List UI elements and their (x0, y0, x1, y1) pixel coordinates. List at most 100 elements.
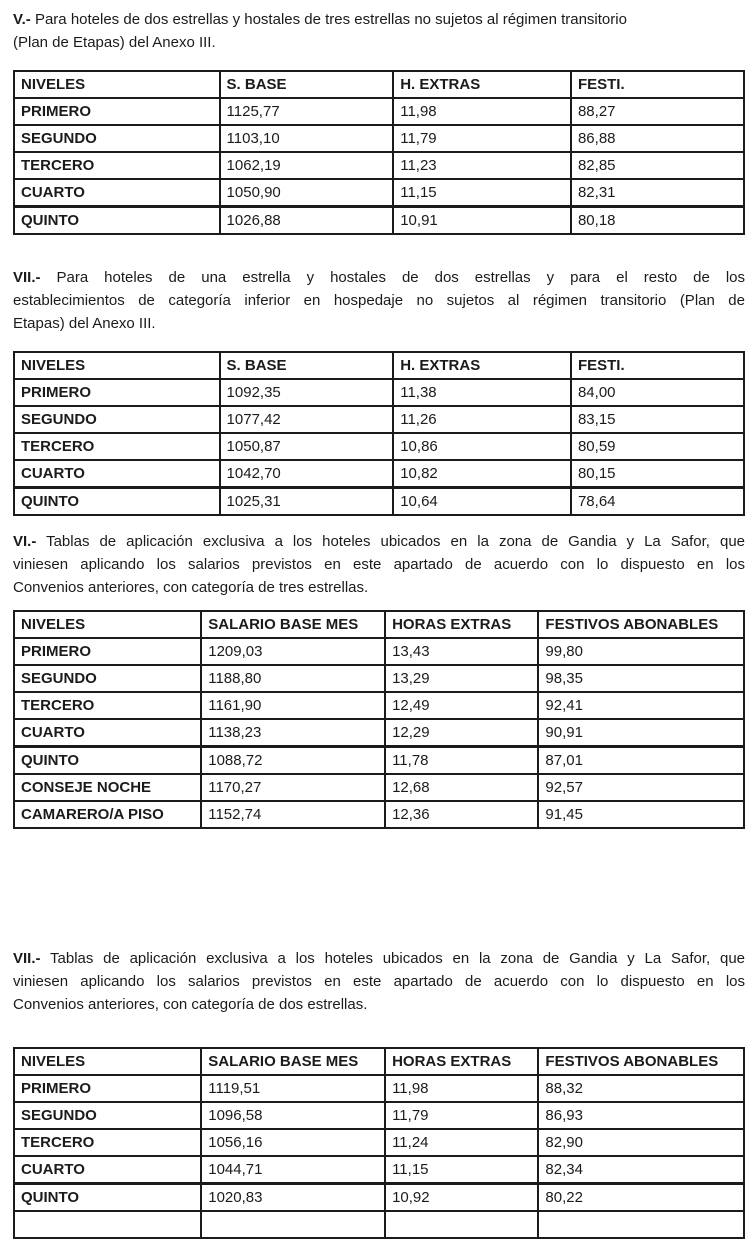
level-cell: TERCERO (12, 1128, 203, 1157)
table-row: SEGUNDO 1077,42 11,26 83,15 (13, 405, 746, 434)
value-cell: 1025,31 (218, 486, 395, 516)
level-cell: CUARTO (12, 1155, 203, 1185)
table-row: SEGUNDO 1188,80 13,29 98,35 (12, 664, 745, 693)
table-header-row: NIVELES S. BASE H. EXTRAS FESTI. (13, 70, 746, 99)
table-header-row: NIVELES SALARIO BASE MES HORAS EXTRAS FESTI… (12, 1047, 745, 1076)
value-cell: 82,90 (537, 1128, 745, 1157)
column-header: NIVELES (13, 351, 221, 380)
value-cell: 11,23 (392, 151, 572, 180)
value-cell: 84,00 (569, 378, 746, 407)
value-cell: 91,45 (537, 800, 745, 829)
paragraph-line: Etapas) del Anexo III. (13, 315, 156, 332)
value-cell: 11,98 (392, 97, 572, 126)
column-header: HORAS EXTRAS (384, 1047, 540, 1076)
table-row: QUINTO 1025,31 10,64 78,64 (13, 486, 746, 516)
column-header: NIVELES (12, 1047, 203, 1076)
column-header: H. EXTRAS (392, 70, 572, 99)
value-cell: 78,64 (569, 486, 746, 516)
value-cell: 82,34 (537, 1155, 745, 1185)
table-row: SEGUNDO 1103,10 11,79 86,88 (13, 124, 746, 153)
table-row: CUARTO 1138,23 12,29 90,91 (12, 718, 745, 748)
level-cell: QUINTO (13, 205, 221, 235)
value-cell: 83,15 (569, 405, 746, 434)
value-cell: 12,29 (384, 718, 540, 748)
level-cell: CUARTO (12, 718, 203, 748)
table-row: SEGUNDO 1096,58 11,79 86,93 (12, 1101, 745, 1130)
table-row: TERCERO 1062,19 11,23 82,85 (13, 151, 746, 180)
value-cell: 1044,71 (200, 1155, 387, 1185)
value-cell: 12,36 (384, 800, 540, 829)
level-cell: CAMARERO/A PISO (12, 800, 203, 829)
table-row: QUINTO 1020,83 10,92 80,22 (12, 1182, 745, 1212)
value-cell: 10,64 (392, 486, 572, 516)
table-row: CAMARERO/A PISO 1152,74 12,36 91,45 (12, 800, 745, 829)
paragraph-line: establecimientos de categoría inferior e… (13, 292, 745, 309)
value-cell: 82,31 (569, 178, 746, 208)
value-cell: 80,59 (569, 432, 746, 461)
value-cell: 1092,35 (218, 378, 395, 407)
value-cell: 88,27 (569, 97, 746, 126)
value-cell: 1161,90 (200, 691, 387, 720)
level-cell: QUINTO (12, 745, 203, 775)
value-cell: 1138,23 (200, 718, 387, 748)
table-row: TERCERO 1050,87 10,86 80,59 (13, 432, 746, 461)
value-cell: 1026,88 (218, 205, 395, 235)
value-cell: 80,22 (537, 1182, 745, 1212)
table-row: TERCERO 1056,16 11,24 82,90 (12, 1128, 745, 1157)
level-cell: CONSEJE NOCHE (12, 773, 203, 802)
column-header: S. BASE (218, 70, 395, 99)
column-header: SALARIO BASE MES (200, 610, 387, 639)
paragraph-line: viniesen aplicando los salarios previsto… (13, 556, 745, 573)
section-paragraph: VII.- Tablas de aplicación exclusiva a l… (13, 947, 745, 1016)
value-cell: 11,26 (392, 405, 572, 434)
value-cell: 1209,03 (200, 637, 387, 666)
value-cell: 1096,58 (200, 1101, 387, 1130)
value-cell: 92,41 (537, 691, 745, 720)
section-vi-gandia-tres-estrellas: VI.- Tablas de aplicación exclusiva a lo… (12, 530, 745, 829)
table-row: PRIMERO 1209,03 13,43 99,80 (12, 637, 745, 666)
column-header: NIVELES (12, 610, 203, 639)
table-row: QUINTO 1026,88 10,91 80,18 (13, 205, 746, 235)
value-cell: 11,78 (384, 745, 540, 775)
section-paragraph: VI.- Tablas de aplicación exclusiva a lo… (13, 530, 745, 599)
section-v: V.- Para hoteles de dos estrellas y host… (13, 8, 746, 235)
level-cell: CUARTO (13, 459, 221, 489)
section-vii-hostales: VII.- Para hoteles de una estrella y hos… (13, 266, 746, 516)
section-vii-gandia-dos-estrellas: VII.- Tablas de aplicación exclusiva a l… (12, 947, 745, 1239)
value-cell: 1050,87 (218, 432, 395, 461)
value-cell: 90,91 (537, 718, 745, 748)
value-cell: 11,79 (384, 1101, 540, 1130)
value-cell: 99,80 (537, 637, 745, 666)
section-number-label: VII.- (13, 950, 41, 967)
salary-table-vi-gandia: NIVELES SALARIO BASE MES HORAS EXTRAS FESTI… (12, 610, 745, 829)
value-cell: 86,93 (537, 1101, 745, 1130)
value-cell: 92,57 (537, 773, 745, 802)
table-row: CUARTO 1050,90 11,15 82,31 (13, 178, 746, 208)
level-cell: PRIMERO (12, 637, 203, 666)
paragraph-line: (Plan de Etapas) del Anexo III. (13, 34, 216, 51)
value-cell: 1188,80 (200, 664, 387, 693)
value-cell: 88,32 (537, 1074, 745, 1103)
column-header: HORAS EXTRAS (384, 610, 540, 639)
level-cell: SEGUNDO (12, 664, 203, 693)
paragraph-line: VII.- Tablas de aplicación exclusiva a l… (13, 950, 745, 967)
value-cell: 1050,90 (218, 178, 395, 208)
value-cell: 11,15 (384, 1155, 540, 1185)
table-header-row: NIVELES SALARIO BASE MES HORAS EXTRAS FESTI… (12, 610, 745, 639)
table-row: PRIMERO 1119,51 11,98 88,32 (12, 1074, 745, 1103)
value-cell: 10,92 (384, 1182, 540, 1212)
paragraph-line: viniesen aplicando los salarios previsto… (13, 973, 745, 990)
section-number-label: VII.- (13, 269, 41, 286)
level-cell: CUARTO (13, 178, 221, 208)
value-cell: 1125,77 (218, 97, 395, 126)
value-cell: 11,79 (392, 124, 572, 153)
section-number-label: VI.- (13, 533, 37, 550)
column-header: FESTIVOS ABONABLES (537, 1047, 745, 1076)
paragraph-line: VI.- Tablas de aplicación exclusiva a lo… (13, 533, 745, 550)
salary-table-vii-gandia: NIVELES SALARIO BASE MES HORAS EXTRAS FESTI… (12, 1047, 745, 1239)
table-row: CONSEJE NOCHE 1170,27 12,68 92,57 (12, 773, 745, 802)
value-cell: 87,01 (537, 745, 745, 775)
table-row: QUINTO 1088,72 11,78 87,01 (12, 745, 745, 775)
value-cell: 80,18 (569, 205, 746, 235)
level-cell: SEGUNDO (13, 124, 221, 153)
